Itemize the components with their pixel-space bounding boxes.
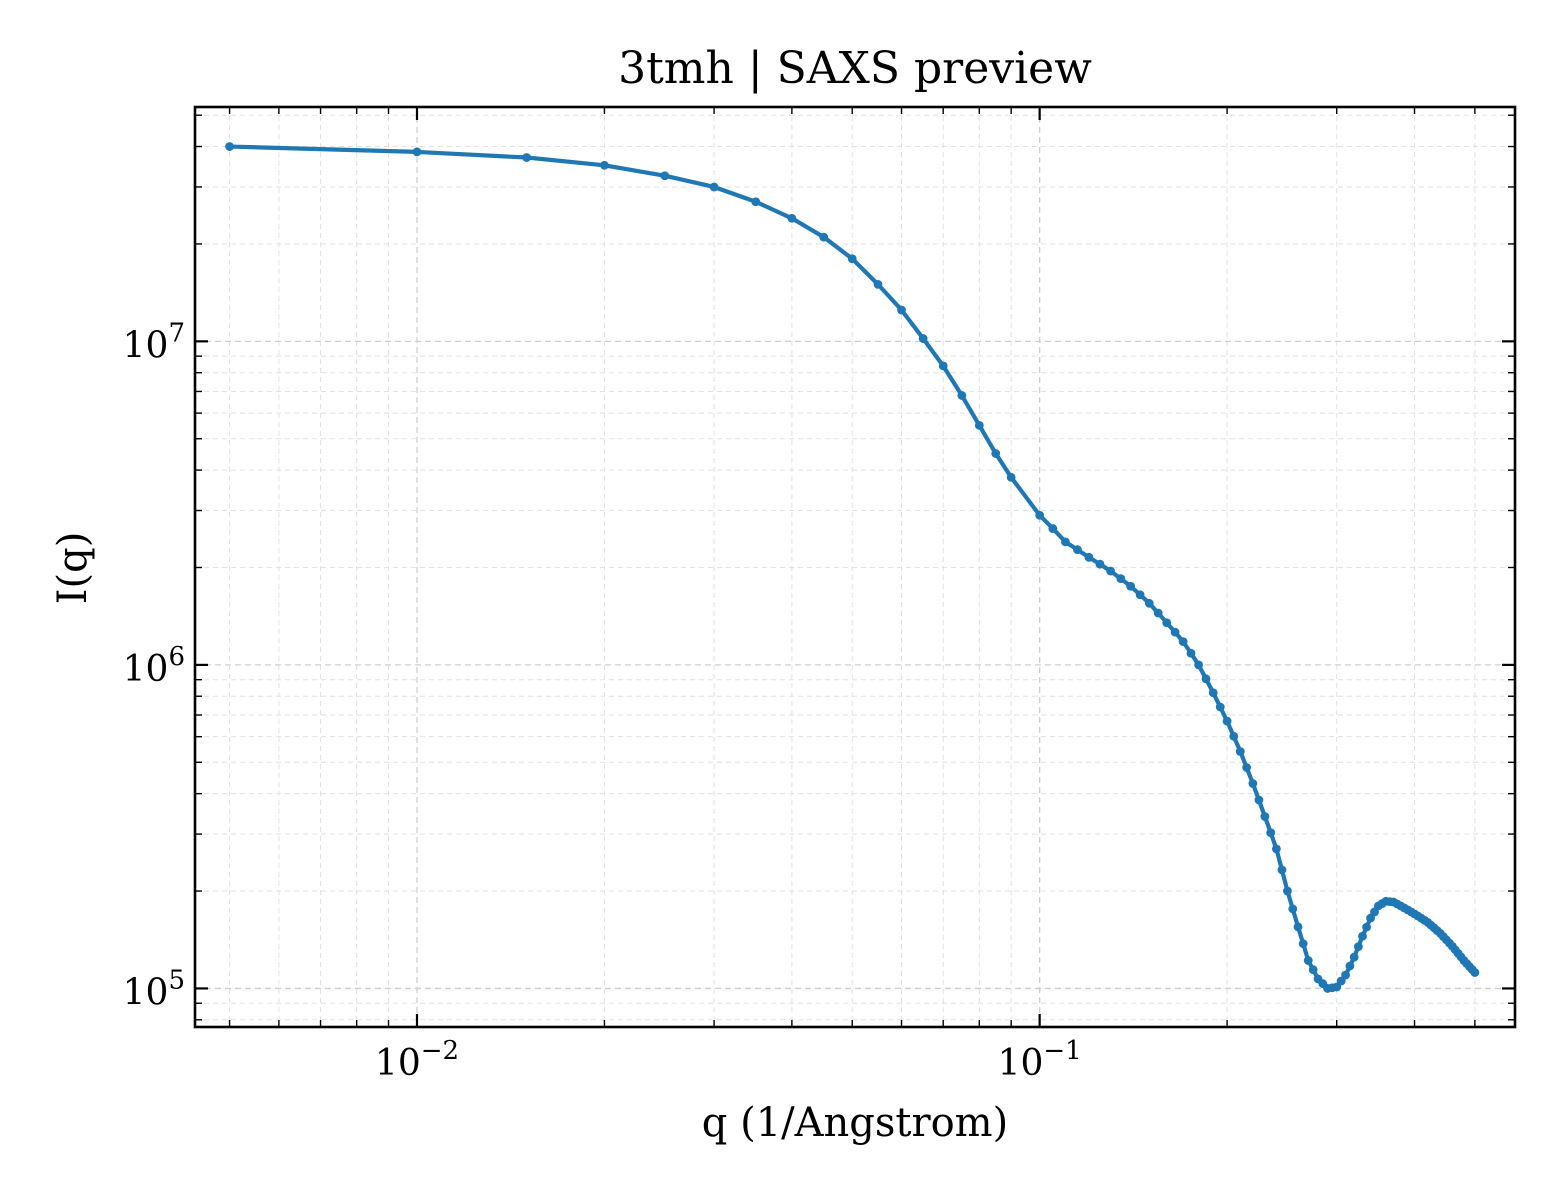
data-point bbox=[1266, 828, 1276, 838]
data-point bbox=[1254, 795, 1264, 805]
series-iq bbox=[225, 142, 1480, 993]
data-point bbox=[1308, 965, 1318, 975]
data-point bbox=[1106, 566, 1115, 576]
data-point bbox=[1073, 545, 1082, 554]
data-point bbox=[974, 420, 984, 430]
data-point bbox=[1208, 688, 1218, 698]
data-point bbox=[1048, 524, 1058, 533]
chart-title: 3tmh | SAXS preview bbox=[618, 43, 1092, 94]
data-point bbox=[1362, 922, 1371, 932]
data-point bbox=[1162, 618, 1172, 628]
data-point bbox=[1153, 608, 1163, 618]
data-point bbox=[1222, 716, 1232, 726]
data-point bbox=[1084, 552, 1094, 562]
data-point bbox=[1235, 747, 1245, 756]
data-point bbox=[1126, 581, 1136, 591]
data-point bbox=[938, 361, 948, 371]
data-point bbox=[1170, 627, 1180, 637]
data-point bbox=[957, 391, 967, 400]
data-point bbox=[1201, 674, 1211, 684]
data-point bbox=[1332, 982, 1342, 992]
data-point bbox=[1283, 886, 1292, 896]
data-point bbox=[660, 171, 670, 181]
data-point bbox=[1229, 731, 1239, 741]
data-point bbox=[787, 213, 797, 223]
data-point bbox=[847, 254, 857, 264]
data-point bbox=[1260, 812, 1270, 821]
data-point bbox=[1006, 472, 1016, 482]
data-point bbox=[1186, 648, 1196, 658]
data-point bbox=[1341, 970, 1350, 980]
data-point bbox=[1248, 779, 1258, 788]
data-point bbox=[1061, 537, 1070, 547]
data-point bbox=[1194, 660, 1203, 670]
data-point bbox=[1035, 510, 1045, 520]
data-point bbox=[1303, 956, 1313, 965]
data-point bbox=[600, 160, 609, 170]
data-point bbox=[1242, 763, 1252, 772]
data-point bbox=[1116, 574, 1126, 584]
data-point bbox=[991, 449, 1001, 458]
data-point bbox=[1293, 922, 1303, 932]
y-axis-label: I(q) bbox=[50, 532, 96, 605]
data-point bbox=[1135, 590, 1145, 600]
x-axis-label: q (1/Angstrom) bbox=[702, 1100, 1008, 1146]
data-point bbox=[819, 232, 829, 242]
data-point bbox=[751, 197, 761, 207]
data-point bbox=[1349, 952, 1359, 962]
data-point bbox=[1358, 931, 1367, 941]
data-point bbox=[1345, 961, 1355, 971]
data-point bbox=[1271, 844, 1281, 854]
data-point bbox=[1095, 559, 1105, 569]
data-point bbox=[1277, 865, 1287, 875]
data-point bbox=[1215, 702, 1225, 712]
data-point bbox=[873, 279, 883, 289]
data-point bbox=[522, 153, 532, 162]
data-point bbox=[918, 334, 928, 343]
data-point bbox=[709, 182, 719, 192]
data-point bbox=[1178, 637, 1188, 647]
grid bbox=[195, 107, 1515, 1027]
data-point bbox=[1298, 939, 1308, 949]
data-point bbox=[1470, 968, 1480, 977]
y-tick-label: 106 bbox=[123, 642, 185, 690]
data-point bbox=[897, 305, 906, 315]
data-point bbox=[412, 147, 422, 157]
data-point bbox=[1288, 904, 1298, 914]
data-point bbox=[1353, 942, 1363, 952]
data-point bbox=[225, 142, 234, 151]
data-point bbox=[1144, 598, 1154, 608]
